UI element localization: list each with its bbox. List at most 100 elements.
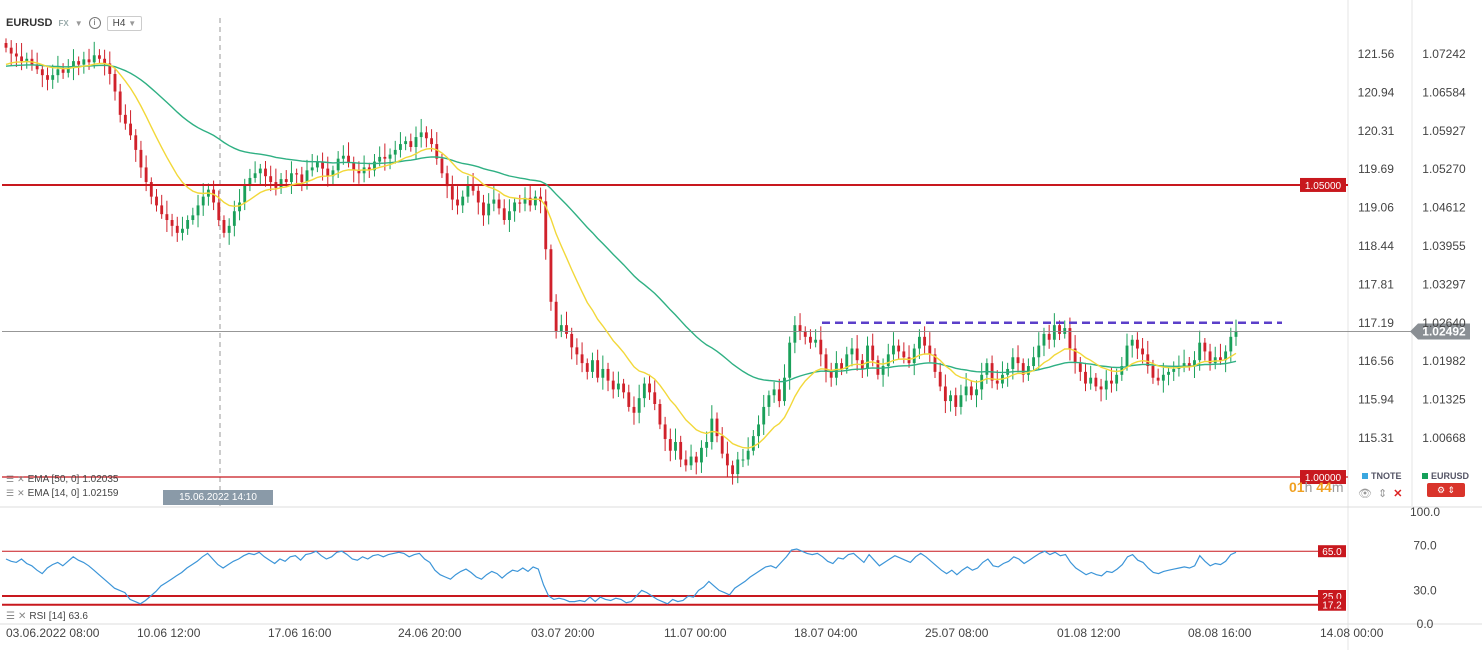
candle-body: [134, 135, 138, 150]
candle-timer: 01h 44m: [1289, 479, 1344, 495]
ema14-indicator[interactable]: ☰ ✕ EMA [14, 0] 1.02159: [6, 488, 118, 499]
left-axis-tick: 115.31: [1358, 431, 1394, 445]
candle-body: [819, 339, 823, 355]
candle-body: [544, 201, 548, 250]
ema50-indicator[interactable]: ☰ ✕ EMA [50, 0] 1.02035: [6, 474, 118, 485]
candle-body: [139, 149, 143, 168]
candle-body: [445, 173, 449, 187]
candle-body: [373, 161, 376, 171]
candle-body: [767, 395, 771, 407]
candle-body: [492, 199, 496, 204]
candle-body: [824, 354, 828, 372]
candle-body: [66, 68, 70, 73]
candle-body: [1026, 366, 1030, 375]
close-icon[interactable]: ✕: [17, 474, 25, 484]
candle-body: [248, 177, 252, 185]
eurusd-settings-button[interactable]: ⚙ ⇕: [1427, 483, 1465, 497]
pane-controls: 👁 ⇕ ✕: [1358, 487, 1402, 500]
menu-icon[interactable]: ☰: [6, 488, 15, 498]
close-icon[interactable]: ✕: [1393, 488, 1403, 500]
candle-body: [1063, 328, 1067, 334]
candle-body: [388, 154, 392, 159]
x-axis-tick: 03.07 20:00: [531, 626, 595, 640]
candle-body: [663, 424, 667, 440]
candle-body: [77, 61, 81, 65]
candle-body: [352, 162, 356, 171]
left-axis-tick: 116.56: [1358, 354, 1394, 368]
candle-body: [917, 336, 921, 349]
menu-icon[interactable]: ☰: [6, 611, 15, 622]
rsi-indicator[interactable]: ☰ ✕ RSI [14] 63.6: [6, 611, 88, 622]
close-icon[interactable]: ✕: [17, 488, 25, 498]
legend-item-eurusd[interactable]: EURUSD: [1422, 471, 1469, 481]
legend-item-tnote[interactable]: TNOTE: [1362, 471, 1402, 481]
candle-body: [642, 383, 646, 399]
candle-body: [601, 368, 605, 378]
candle-body: [103, 58, 107, 64]
menu-icon[interactable]: ☰: [6, 474, 15, 484]
candle-body: [1187, 363, 1191, 367]
candle-body: [653, 392, 657, 405]
candle-body: [757, 424, 760, 437]
current-price-label: 1.02492: [1422, 324, 1466, 338]
close-icon[interactable]: ✕: [17, 611, 27, 622]
candle-body: [1146, 354, 1150, 367]
rsi-axis-tick: 30.0: [1413, 583, 1437, 597]
x-axis-tick: 03.06.2022 08:00: [6, 626, 100, 640]
candle-body: [751, 436, 755, 451]
candle-body: [1016, 357, 1020, 364]
info-icon[interactable]: i: [88, 17, 101, 29]
candle-body: [72, 61, 75, 69]
candle-body: [902, 351, 906, 358]
ema14-line: [5, 60, 1237, 449]
candle-body: [92, 55, 96, 63]
candle-body: [1099, 386, 1103, 390]
right-axis-tick: 1.02640: [1422, 316, 1466, 330]
candle-body: [191, 215, 195, 221]
candle-body: [482, 202, 485, 216]
candle-body: [762, 406, 766, 425]
candle-body: [554, 301, 558, 331]
rsi-value: 63.6: [68, 611, 88, 622]
candle-body: [264, 168, 267, 177]
candle-body: [315, 161, 319, 168]
candle-body: [181, 228, 184, 233]
candle-body: [357, 170, 361, 174]
candle-body: [378, 156, 382, 162]
candle-body: [777, 389, 781, 402]
candle-body: [61, 69, 65, 73]
candle-body: [222, 220, 226, 233]
candle-body: [969, 386, 973, 396]
candle-body: [51, 75, 55, 80]
symbol-label[interactable]: EURUSD: [6, 17, 53, 29]
timeframe-select[interactable]: H4 ▼: [106, 15, 143, 31]
candle-body: [803, 330, 807, 337]
candle-body: [668, 439, 672, 451]
timeframe-value: H4: [112, 17, 126, 29]
candle-body: [814, 339, 818, 343]
candle-body: [97, 55, 101, 59]
candle-body: [383, 156, 387, 159]
chevron-down-icon[interactable]: ▼: [74, 18, 83, 28]
candle-body: [1037, 345, 1041, 358]
rsi-label: RSI [14]: [29, 611, 66, 622]
current-price-tag: [1410, 323, 1470, 340]
candle-body: [616, 383, 620, 390]
candle-body: [1110, 380, 1113, 384]
settings-icon: ⚙ ⇕: [1436, 485, 1456, 495]
left-axis-tick: 120.94: [1358, 85, 1395, 99]
candle-body: [923, 336, 927, 346]
candle-body: [689, 456, 693, 466]
eye-icon[interactable]: 👁: [1358, 488, 1372, 500]
timer-h-unit: h: [1304, 479, 1313, 495]
candle-body: [435, 144, 439, 159]
candle-body: [793, 325, 797, 343]
candle-body: [1193, 360, 1196, 367]
right-axis-tick: 1.07242: [1422, 47, 1466, 61]
candle-body: [25, 58, 29, 62]
move-arrows-icon[interactable]: ⇕: [1377, 488, 1388, 500]
candle-body: [746, 450, 750, 460]
candle-body: [414, 137, 418, 147]
candle-body: [201, 196, 205, 206]
